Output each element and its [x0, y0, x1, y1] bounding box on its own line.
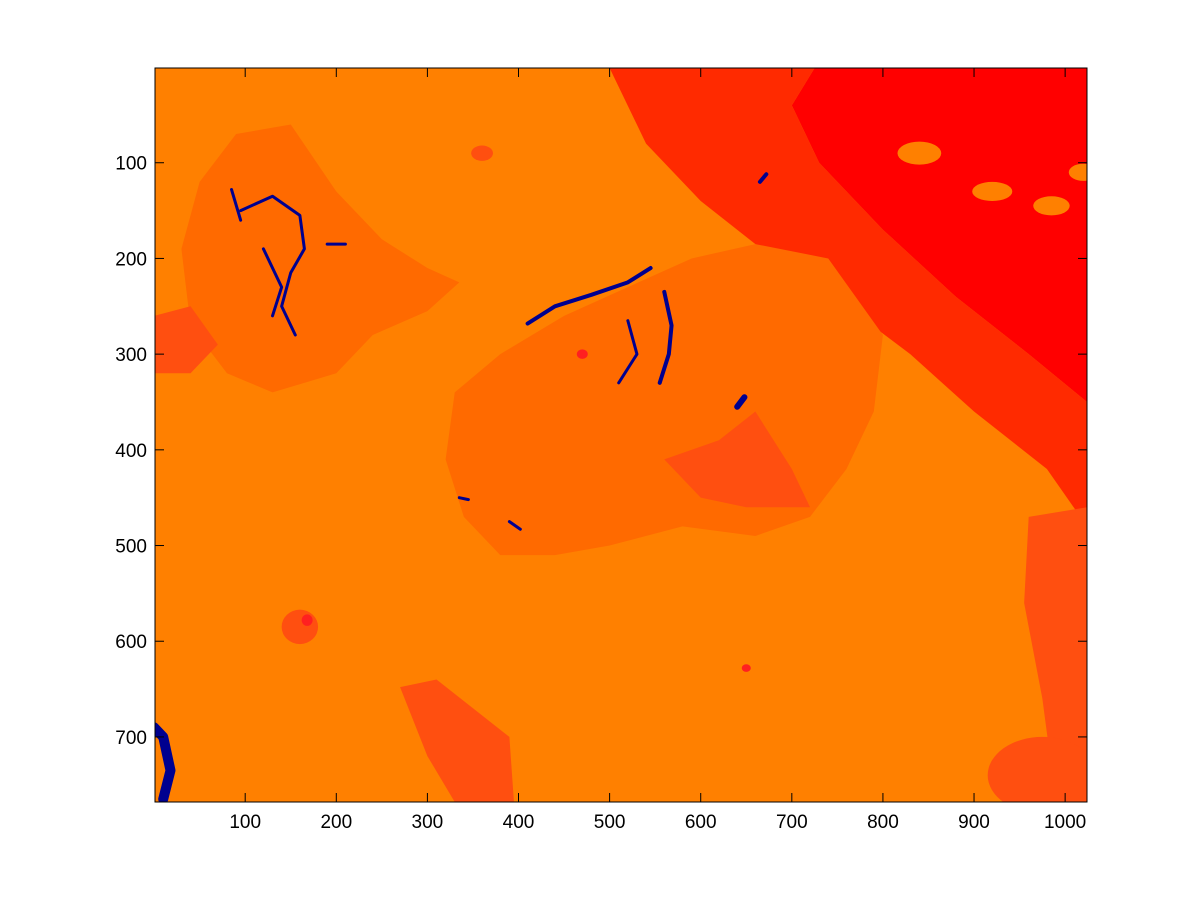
heatmap-region-shadow — [471, 145, 493, 161]
heatmap-regions — [155, 68, 1087, 802]
heatmap-region-shadow — [664, 411, 811, 508]
heatmap-region-background — [897, 141, 942, 165]
heatmap-region-spot — [741, 664, 751, 672]
heatmap-region-shadow — [155, 306, 218, 374]
plot-area — [155, 68, 1087, 802]
heatmap-region-low — [617, 319, 639, 385]
x-tick-label: 100 — [229, 812, 261, 833]
heatmap-region-low — [525, 266, 653, 326]
heatmap-region-low — [657, 289, 674, 385]
heatmap-region-low — [239, 194, 306, 337]
x-tick-label: 900 — [958, 812, 990, 833]
x-tick-label: 1000 — [1044, 812, 1086, 833]
x-tick-label: 800 — [867, 812, 899, 833]
heatmap-region-low — [261, 247, 284, 318]
heatmap-region-mid — [181, 124, 460, 393]
y-tick-label: 200 — [115, 249, 147, 270]
x-tick-label: 500 — [594, 812, 626, 833]
x-tick-label: 700 — [776, 812, 808, 833]
heatmap-region-background — [972, 181, 1013, 202]
x-tick-label: 600 — [685, 812, 717, 833]
heatmap-region-low — [757, 172, 769, 184]
heatmap-region-low — [734, 394, 748, 410]
heatmap-region-shadow — [400, 679, 514, 802]
y-tick-label: 400 — [115, 441, 147, 462]
y-tick-label: 100 — [115, 154, 147, 175]
heatmap-region-low — [507, 520, 522, 531]
heatmap-region-low — [457, 496, 470, 502]
y-tick-label: 600 — [115, 632, 147, 653]
heatmap-region-shadow — [281, 609, 319, 645]
heatmap-region-shadow — [1024, 507, 1087, 802]
y-tick-label: 500 — [115, 537, 147, 558]
heatmap-region-background — [1033, 196, 1070, 216]
x-tick-label: 400 — [503, 812, 535, 833]
heatmap-region-peak — [791, 68, 1087, 402]
y-tick-label: 300 — [115, 345, 147, 366]
x-tick-label: 200 — [320, 812, 352, 833]
heatmap-region-background — [1068, 163, 1087, 181]
heatmap-region-shadow — [987, 736, 1087, 802]
y-tick-label: 700 — [115, 728, 147, 749]
axes-frame — [154, 67, 1088, 803]
heatmap-region-low — [230, 188, 243, 222]
heatmap-region-low — [155, 722, 176, 802]
heatmap-region-spot — [301, 614, 313, 626]
axis-ticks: 100 200 300 400 500 600 700 800 900 1000 100 200 300… — [115, 68, 1087, 833]
x-tick-label: 300 — [412, 812, 444, 833]
heatmap-region-spot — [576, 349, 588, 359]
